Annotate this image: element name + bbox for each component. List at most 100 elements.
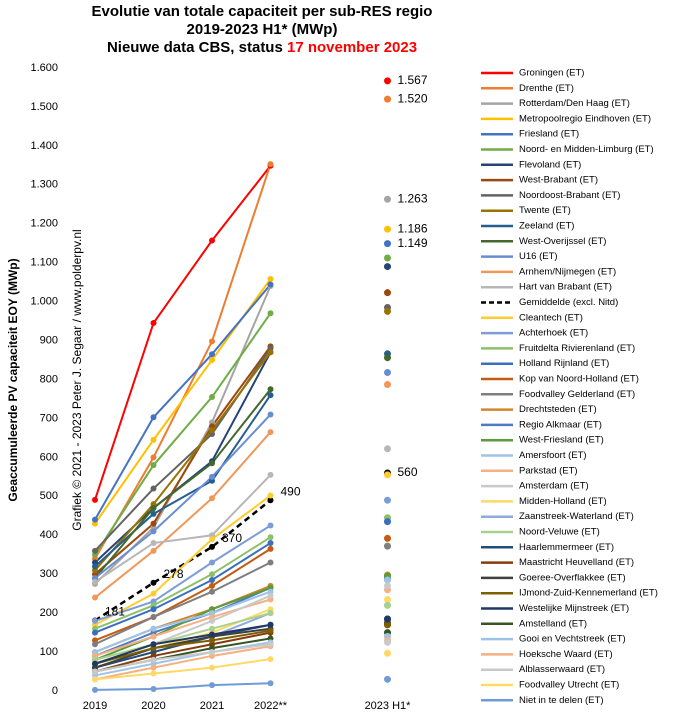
- point: [150, 625, 157, 632]
- legend-label: Foodvalley Utrecht (ET): [519, 680, 619, 691]
- point: [92, 563, 98, 570]
- point: [209, 571, 215, 578]
- point: [150, 670, 157, 677]
- data-label: 1.186: [398, 221, 428, 235]
- point: [92, 676, 98, 683]
- point: [92, 686, 98, 693]
- x-tick-label: 2022**: [254, 700, 288, 712]
- point: [384, 534, 391, 542]
- point: [150, 656, 157, 663]
- point: [150, 504, 157, 511]
- legend-label: Parkstad (ET): [519, 465, 578, 476]
- legend-label: Noord- en Midden-Limburg (ET): [519, 144, 654, 155]
- point: [150, 485, 157, 492]
- legend-label: Midden-Holland (ET): [519, 496, 607, 507]
- y-tick-label: 1.000: [30, 296, 58, 308]
- point: [92, 496, 98, 503]
- legend-label: Friesland (ET): [519, 129, 579, 140]
- point: [150, 614, 157, 621]
- y-tick-label: 900: [40, 334, 58, 346]
- point: [209, 460, 215, 467]
- point: [150, 436, 157, 443]
- point: [267, 276, 274, 283]
- point: [209, 495, 215, 502]
- point: [267, 680, 274, 687]
- legend-label: Fruitdelta Rivierenland (ET): [519, 343, 635, 354]
- point: [267, 627, 274, 634]
- point: [384, 240, 391, 248]
- data-label: 1.520: [398, 91, 428, 105]
- legend-label: IJmond-Zuid-Kennemerland (ET): [519, 588, 658, 599]
- legend-label: Cleantech (ET): [519, 312, 583, 323]
- point: [150, 547, 157, 554]
- y-tick-label: 1.300: [30, 179, 58, 191]
- data-label: 560: [398, 465, 418, 479]
- legend-label: Groningen (ET): [519, 68, 584, 79]
- data-label: 1.567: [398, 73, 428, 87]
- legend-label: Amstelland (ET): [519, 618, 587, 629]
- point: [384, 615, 391, 623]
- chart-subtitle: 2019-2023 H1* (MWp): [187, 21, 338, 38]
- point: [384, 601, 391, 609]
- y-axis-label: Geaccumuleerde PV capaciteit EOY (MWp): [6, 258, 20, 501]
- point: [209, 582, 215, 589]
- point: [384, 595, 391, 603]
- legend-label: Rotterdam/Den Haag (ET): [519, 98, 630, 109]
- point: [209, 625, 215, 632]
- point: [384, 254, 391, 262]
- legend-label: Flevoland (ET): [519, 159, 581, 170]
- point: [384, 621, 391, 629]
- point: [150, 686, 157, 693]
- y-tick-label: 100: [40, 646, 58, 658]
- point: [209, 338, 215, 345]
- point: [384, 649, 391, 657]
- point: [209, 237, 215, 244]
- legend-label: Twente (ET): [519, 205, 571, 216]
- point: [267, 497, 274, 504]
- point: [92, 660, 98, 667]
- legend-label: U16 (ET): [519, 251, 558, 262]
- legend-label: Gemiddelde (excl. Nitd): [519, 297, 618, 308]
- x-tick-label: 2023 H1*: [365, 700, 412, 712]
- y-tick-label: 200: [40, 607, 58, 619]
- data-label: 1.149: [398, 236, 428, 250]
- legend-label: Maastricht Heuvelland (ET): [519, 557, 634, 568]
- point: [267, 411, 274, 418]
- legend-label: Kop van Noord-Holland (ET): [519, 374, 639, 385]
- point: [150, 462, 157, 469]
- point: [150, 633, 157, 640]
- subtitle-date: 17 november 2023: [287, 39, 417, 56]
- data-label: 181: [105, 605, 125, 619]
- series-line: [95, 244, 388, 520]
- point: [150, 579, 157, 586]
- x-tick-label: 2020: [141, 700, 165, 712]
- point: [384, 95, 391, 103]
- point: [384, 381, 391, 389]
- point: [267, 621, 274, 628]
- point: [267, 534, 274, 541]
- legend-label: Hart van Brabant (ET): [519, 282, 612, 293]
- point: [150, 414, 157, 421]
- data-label: 370: [222, 531, 242, 545]
- point: [92, 594, 98, 601]
- point: [384, 263, 391, 271]
- legend-label: Niet in te delen (ET): [519, 695, 603, 706]
- point: [267, 559, 274, 566]
- legend-label: West-Friesland (ET): [519, 435, 604, 446]
- point: [384, 471, 391, 479]
- y-tick-label: 0: [52, 685, 58, 697]
- point: [209, 631, 215, 638]
- point: [150, 510, 157, 517]
- point: [209, 637, 215, 644]
- y-tick-label: 1.500: [30, 101, 58, 113]
- legend-label: Drechtsteden (ET): [519, 404, 597, 415]
- legend-label: Drenthe (ET): [519, 83, 574, 94]
- legend-label: West-Brabant (ET): [519, 175, 598, 186]
- legend-label: Zeeland (ET): [519, 221, 574, 232]
- point: [267, 386, 274, 393]
- subtitle-text: Nieuwe data CBS, status: [107, 39, 287, 56]
- legend-label: Metropoolregio Eindhoven (ET): [519, 113, 651, 124]
- point: [209, 357, 215, 364]
- point: [92, 668, 98, 675]
- point: [384, 576, 391, 584]
